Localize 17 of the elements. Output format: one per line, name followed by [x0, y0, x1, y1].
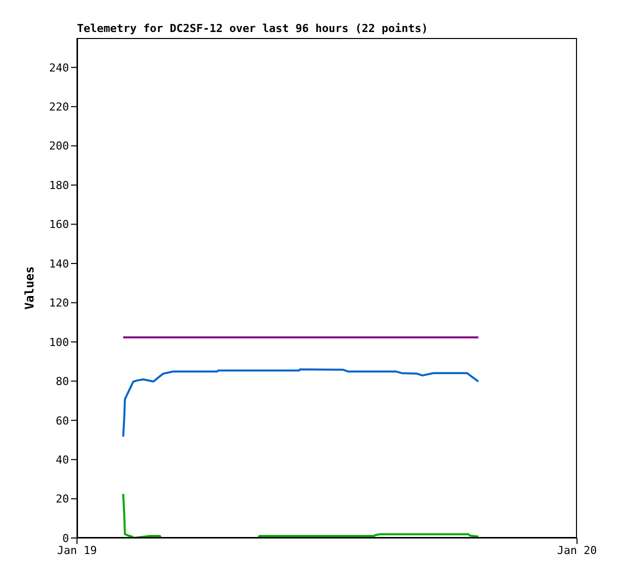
y-tick-label: 40 [56, 453, 69, 466]
y-tick-label: 60 [56, 414, 69, 428]
y-tick-label: 140 [49, 257, 69, 270]
y-tick-label: 120 [49, 296, 69, 310]
y-tick-label: 200 [49, 140, 69, 153]
y-tick-label: 80 [56, 375, 69, 388]
y-tick-label: 160 [49, 218, 69, 232]
x-tick-label: Jan 20 [557, 544, 597, 557]
y-tick-label: 240 [49, 61, 69, 74]
chart-title: Telemetry for DC2SF-12 over last 96 hours (22 points) [77, 22, 428, 35]
y-tick-label: 180 [49, 178, 69, 192]
x-tick-label: Jan 19 [57, 544, 97, 557]
y-tick-label: 0 [62, 532, 69, 545]
y-tick-label: 220 [49, 100, 69, 114]
y-tick-label: 20 [56, 492, 69, 506]
y-axis-title: Values [22, 266, 36, 310]
y-tick-label: 100 [49, 336, 69, 349]
